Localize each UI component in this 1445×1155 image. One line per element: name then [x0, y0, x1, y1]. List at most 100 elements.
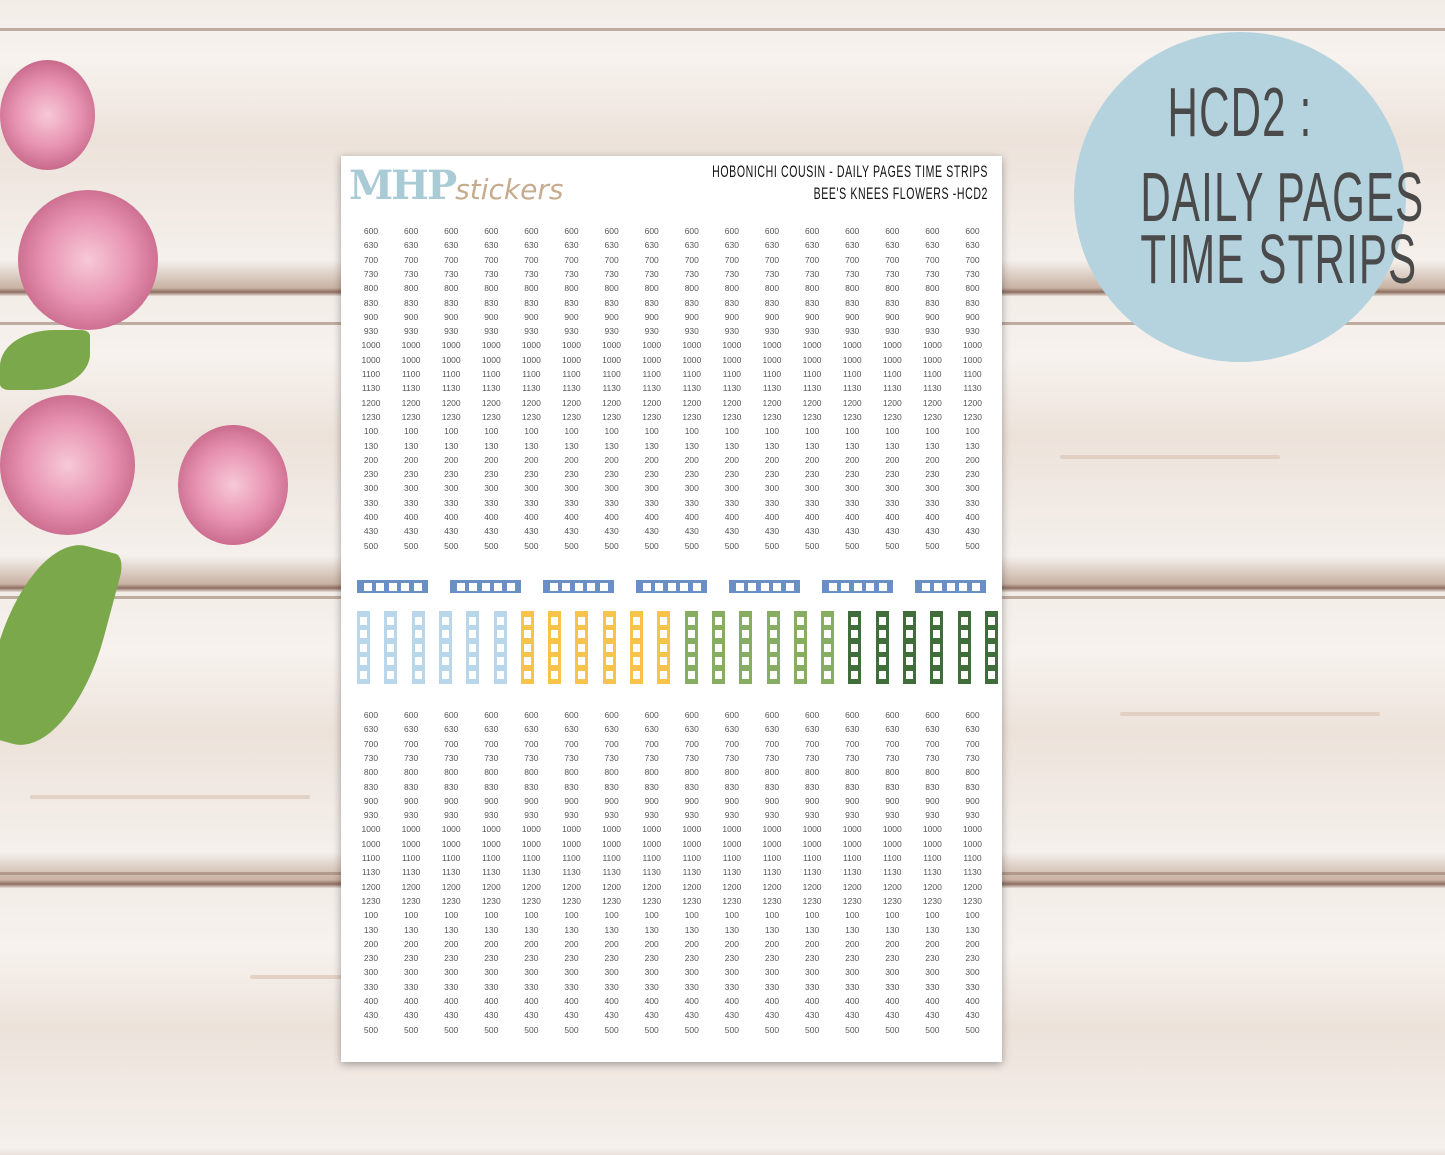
time-label: 700: [444, 738, 459, 749]
time-label: 830: [724, 297, 739, 308]
time-label: 800: [684, 767, 699, 778]
checkbox-icon: [769, 670, 777, 679]
time-label: 400: [404, 512, 419, 522]
checkbox-icon: [578, 616, 586, 625]
time-label: 1000: [762, 824, 782, 835]
checkbox-icon: [360, 657, 367, 665]
time-label: 330: [524, 981, 539, 992]
time-label: 1130: [883, 867, 902, 878]
time-label: 1130: [562, 383, 581, 394]
time-label: 630: [524, 724, 539, 735]
time-label: 630: [684, 240, 699, 251]
time-label: 700: [644, 738, 659, 749]
time-label: 400: [965, 512, 980, 522]
checkbox-icon: [469, 643, 477, 652]
time-label: 200: [805, 454, 820, 465]
time-label: 1200: [963, 397, 982, 408]
time-label: 1100: [762, 853, 782, 863]
time-label: 130: [644, 440, 659, 451]
time-label: 430: [684, 1010, 699, 1021]
time-label: 100: [724, 910, 739, 921]
vertical-checkbox-strip: [493, 611, 507, 684]
time-label: 300: [965, 967, 980, 978]
time-label: 1130: [401, 383, 421, 394]
time-label: 1200: [762, 881, 782, 892]
time-label: 500: [925, 1024, 940, 1035]
checkbox-icon: [971, 582, 980, 591]
time-label: 730: [885, 752, 900, 763]
time-label: 1130: [602, 383, 621, 394]
vertical-checkbox-strip: [957, 611, 971, 684]
time-label: 600: [805, 710, 820, 720]
time-label: 200: [444, 938, 459, 949]
time-label: 1130: [442, 383, 461, 394]
time-label: 330: [524, 497, 539, 508]
time-label: 930: [684, 326, 699, 337]
time-label: 1000: [441, 838, 461, 849]
time-label: 400: [564, 996, 579, 1006]
time-label: 700: [885, 254, 900, 265]
time-label: 600: [644, 710, 659, 720]
checkbox-icon: [660, 630, 668, 638]
vertical-checkbox-strip: [411, 611, 425, 684]
time-label: 730: [925, 752, 940, 763]
checkbox-icon: [387, 630, 395, 638]
time-label: 1100: [923, 853, 942, 863]
time-label: 1130: [522, 383, 541, 394]
time-label: 500: [564, 1024, 579, 1035]
time-label: 500: [724, 540, 739, 551]
time-label: 400: [363, 512, 379, 522]
checkbox-icon: [946, 582, 955, 591]
checkbox-icon: [687, 670, 695, 679]
time-label: 300: [925, 967, 940, 978]
vertical-checkbox-strip: [384, 611, 398, 684]
time-label: 900: [604, 311, 619, 322]
time-label: 500: [524, 1024, 539, 1035]
time-label: 330: [724, 981, 739, 992]
checkbox-icon: [796, 630, 804, 638]
vertical-checkbox-strip: [766, 611, 780, 684]
time-label: 630: [444, 724, 459, 735]
time-label: 900: [885, 311, 900, 322]
horizontal-checkbox-strip: [450, 580, 521, 593]
checkbox-icon: [496, 670, 504, 679]
time-label: 600: [845, 710, 860, 720]
time-label: 700: [724, 254, 739, 265]
horizontal-checkbox-strip: [543, 580, 614, 593]
checkbox-icon: [851, 616, 859, 625]
time-label: 930: [724, 810, 739, 821]
checkbox-icon: [523, 630, 531, 638]
time-label: 630: [363, 240, 379, 251]
time-label: 930: [805, 326, 820, 337]
time-label: 1200: [842, 397, 862, 408]
vertical-checkbox-strip: [466, 611, 480, 684]
time-label: 330: [404, 981, 419, 992]
checkbox-icon: [506, 582, 515, 591]
time-label: 600: [484, 226, 499, 236]
time-label: 630: [444, 240, 459, 251]
time-label: 1100: [602, 369, 621, 379]
time-label: 1230: [922, 895, 942, 906]
time-label: 630: [604, 240, 619, 251]
time-label: 1130: [361, 383, 381, 394]
time-label: 800: [444, 767, 459, 778]
time-label: 400: [444, 996, 459, 1006]
time-label: 330: [604, 981, 619, 992]
time-label: 630: [845, 724, 860, 735]
time-label: 130: [524, 924, 539, 935]
sticker-sheet: MHPstickers HOBONICHI COUSIN - DAILY PAG…: [341, 156, 1002, 1062]
checkbox-icon: [878, 630, 886, 638]
time-label: 800: [604, 283, 619, 294]
time-label: 230: [564, 469, 579, 480]
checkbox-icon: [605, 657, 613, 665]
vertical-checkbox-strip: [793, 611, 807, 684]
checkbox-icon: [824, 643, 832, 652]
time-label: 1200: [842, 881, 862, 892]
time-label: 430: [644, 1010, 659, 1021]
time-label: 730: [805, 268, 820, 279]
time-label: 630: [764, 240, 780, 251]
time-label: 330: [805, 497, 820, 508]
time-label: 830: [965, 297, 980, 308]
time-label: 830: [524, 781, 539, 792]
time-label: 800: [564, 283, 579, 294]
